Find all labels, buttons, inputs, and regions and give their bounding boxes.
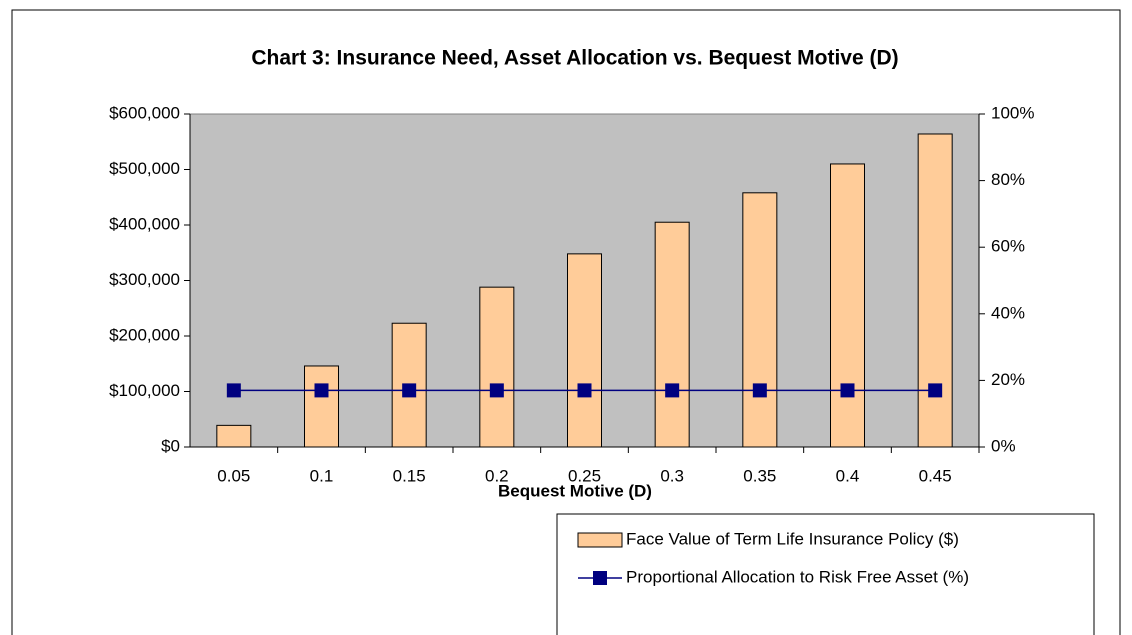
marker xyxy=(577,383,592,398)
bar xyxy=(917,133,953,448)
marker xyxy=(402,383,417,398)
bar xyxy=(479,286,515,448)
y2-tick-label: 100% xyxy=(991,103,1034,122)
marker xyxy=(928,383,943,398)
chart-title: Chart 3: Insurance Need, Asset Allocatio… xyxy=(251,47,898,70)
legend-label: Face Value of Term Life Insurance Policy… xyxy=(626,529,959,548)
x-tick-label: 0.35 xyxy=(743,466,776,485)
x-tick-label: 0.2 xyxy=(485,466,509,485)
x-tick-label: 0.45 xyxy=(919,466,952,485)
bar xyxy=(567,253,602,448)
x-tick-label: 0.25 xyxy=(568,466,601,485)
y-tick-label: $400,000 xyxy=(109,214,180,233)
x-tick-label: 0.4 xyxy=(836,466,860,485)
y-tick-label: $200,000 xyxy=(109,325,180,344)
marker xyxy=(489,383,504,398)
legend-label: Proportional Allocation to Risk Free Ass… xyxy=(626,567,969,586)
bar xyxy=(216,424,252,448)
marker xyxy=(314,383,329,398)
bar xyxy=(304,365,339,448)
y-tick-label: $600,000 xyxy=(109,103,180,122)
legend-box xyxy=(556,513,1095,635)
y2-tick-label: 20% xyxy=(991,370,1025,389)
y-tick-label: $300,000 xyxy=(109,270,180,289)
marker xyxy=(665,383,680,398)
x-tick-label: 0.15 xyxy=(393,466,426,485)
legend-swatch xyxy=(577,532,623,548)
bar xyxy=(830,163,865,448)
marker xyxy=(840,383,855,398)
marker xyxy=(226,383,241,398)
y2-tick-label: 40% xyxy=(991,303,1025,322)
bar xyxy=(654,221,690,448)
x-axis-label: Bequest Motive (D) xyxy=(498,481,652,500)
marker xyxy=(752,383,767,398)
y-tick-label: $0 xyxy=(161,436,180,455)
chart-border xyxy=(11,9,1121,635)
x-tick-label: 0.1 xyxy=(310,466,334,485)
y2-tick-label: 80% xyxy=(991,170,1025,189)
x-tick-label: 0.05 xyxy=(217,466,250,485)
y2-tick-label: 0% xyxy=(991,436,1016,455)
y-tick-label: $100,000 xyxy=(109,381,180,400)
y-tick-label: $500,000 xyxy=(109,159,180,178)
y2-tick-label: 60% xyxy=(991,237,1025,256)
legend-marker xyxy=(593,571,607,585)
bar xyxy=(742,192,778,448)
x-tick-label: 0.3 xyxy=(660,466,684,485)
